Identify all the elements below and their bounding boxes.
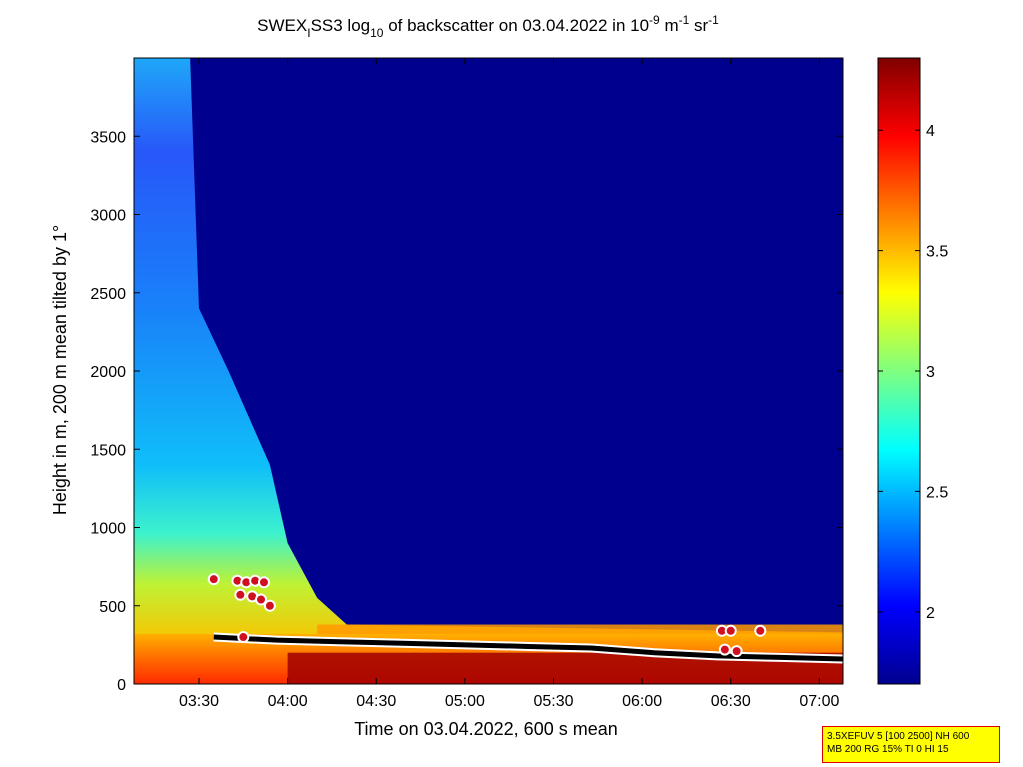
y-tick-label: 2000 [90,364,126,381]
colorbar-ticks: 2 2.5 3 3.5 4 [878,123,948,622]
colorbar: 2 2.5 3 3.5 4 [877,57,948,685]
y-tick-label: 3000 [90,208,126,225]
colorbar-tick-label: 2 [926,605,935,622]
colorbar-tick-label: 3.5 [926,244,948,261]
x-tick-label: 06:00 [622,693,662,710]
marker-dot [255,593,268,606]
colorbar-tick-label: 3 [926,364,935,381]
info-line-2: MB 200 RG 15% TI 0 HI 15 [827,744,949,755]
x-tick-label: 04:00 [268,693,308,710]
x-tick-label: 05:30 [533,693,573,710]
marker-dot [718,643,731,656]
x-tick-label: 06:30 [711,693,751,710]
colorbar-tick-label: 2.5 [926,484,948,501]
heatmap-area [134,58,843,684]
y-tick-label: 3500 [90,129,126,146]
marker-dot [237,631,250,644]
x-tick-label: 07:00 [799,693,839,710]
heatmap-layers [134,58,843,684]
y-axis: 0 500 1000 1500 2000 2500 3000 3500 [90,129,843,694]
settings-info-box: 3.5XEFUV 5 [100 2500] NH 600 MB 200 RG 1… [822,726,1000,763]
y-tick-label: 500 [99,599,126,616]
aerosol-plume [134,58,843,684]
chart-title: SWEXISS3 log10 of backscatter on 03.04.2… [257,13,719,40]
y-tick-label: 1000 [90,521,126,538]
y-axis-label: Height in m, 200 m mean tilted by 1° [50,225,70,515]
marker-dot [234,588,247,601]
marker-dot [754,624,767,637]
y-tick-label: 1500 [90,442,126,459]
marker-dot [257,576,270,589]
marker-dot [724,624,737,637]
marker-dot [730,645,743,658]
x-axis-label: Time on 03.04.2022, 600 s mean [354,719,618,739]
marker-dot [263,599,276,612]
x-axis: 03:30 04:00 04:30 05:00 05:30 06:00 06:30 07:00 [179,58,839,710]
y-tick-label: 0 [117,677,126,694]
x-tick-label: 05:00 [445,693,485,710]
x-tick-label: 03:30 [179,693,219,710]
marker-dot [207,573,220,586]
colorbar-gradient [877,57,921,685]
y-tick-label: 2500 [90,286,126,303]
colorbar-tick-label: 4 [926,123,935,140]
info-line-1: 3.5XEFUV 5 [100 2500] NH 600 [827,731,970,742]
x-tick-label: 04:30 [356,693,396,710]
